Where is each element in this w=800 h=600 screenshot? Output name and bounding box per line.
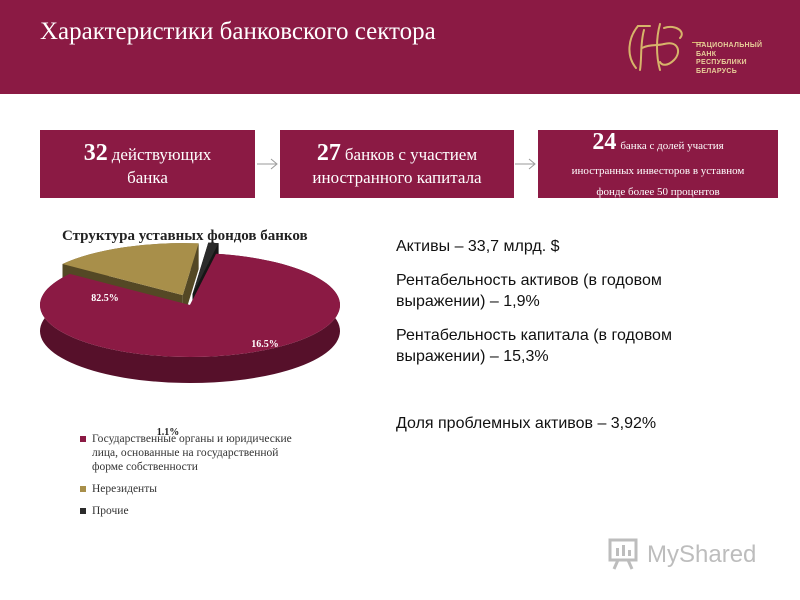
stat-roe: Рентабельность капитала (в годовом выраж… (396, 325, 776, 367)
box-text: иностранных инвесторов в уставном (571, 164, 745, 177)
chart-legend: Государственные органы и юридические лиц… (80, 432, 330, 526)
box-text: банков с участием (344, 145, 478, 165)
active-banks-box: 32 действующих банка (40, 130, 255, 198)
stat-text: Доля проблемных активов – 3,92% (396, 415, 657, 432)
header-bar: Характеристики банковского сектора НАЦИО… (0, 0, 800, 94)
legend-label: Государственные органы и юридические (92, 433, 292, 445)
legend-label: форме собственности (92, 461, 198, 473)
arrow-right-icon (257, 158, 278, 170)
legend-label: лица, основанные на государственной (92, 447, 279, 459)
bank-name-line: РЕСПУБЛИКИ (696, 59, 747, 66)
stat-text: Рентабельность капитала (в годовом (396, 327, 672, 344)
legend-swatch (80, 508, 86, 514)
foreign-majority-banks-box: 24 банка с долей участия иностранных инв… (538, 129, 778, 199)
pie-slice (62, 243, 199, 296)
watermark-text: MyShared (647, 541, 757, 568)
pie-slice-side (40, 253, 341, 383)
legend-item: Прочие (80, 504, 330, 518)
box-text: фонде более 50 процентов (596, 186, 720, 199)
bank-name-text: НАЦИОНАЛЬНЫЙ БАНК РЕСПУБЛИКИ БЕЛАРУСЬ (696, 42, 762, 76)
logo-divider (692, 42, 704, 43)
legend-label: Прочие (92, 505, 129, 517)
pie-value-label: 1.1% (157, 427, 180, 438)
box-number: 24 (592, 129, 617, 156)
foreign-capital-banks-box: 27 банков с участием иностранного капита… (280, 130, 514, 198)
pie-slice-wall (182, 243, 199, 322)
stat-text: выражении) – 1,9% (396, 293, 540, 310)
stat-text: выражении) – 15,3% (396, 348, 549, 365)
stat-roa: Рентабельность активов (в годовом выраже… (396, 270, 776, 312)
legend-label: Нерезиденты (92, 483, 157, 495)
pie-value-label: 16.5% (251, 339, 279, 350)
pie-value-label: 82.5% (91, 293, 119, 304)
legend-item: Государственные органы и юридические лиц… (80, 432, 330, 474)
legend-item: Нерезиденты (80, 482, 330, 496)
stat-text: Рентабельность активов (в годовом (396, 272, 662, 289)
box-text: иностранного капитала (312, 168, 482, 188)
myshared-logo-icon (608, 538, 638, 570)
box-number: 27 (316, 140, 341, 167)
chart-title: Структура уставных фондов банков (62, 228, 308, 244)
bank-name-line: БАНК (696, 50, 717, 58)
arrow-right-icon (515, 158, 536, 170)
box-text: действующих (111, 145, 212, 165)
box-number: 32 (83, 140, 108, 167)
legend-swatch (80, 436, 86, 442)
box-text: банка (127, 168, 168, 188)
pie-slice (40, 253, 340, 357)
legend-swatch (80, 486, 86, 492)
stat-text: Активы – 33,7 млрд. $ (396, 238, 560, 255)
bank-name-line: БЕЛАРУСЬ (696, 67, 738, 75)
page-title: Характеристики банковского сектора (40, 18, 436, 45)
pie-slice (192, 242, 219, 295)
stat-problem-assets: Доля проблемных активов – 3,92% (396, 413, 776, 434)
bank-name-line: НАЦИОНАЛЬНЫЙ (696, 42, 763, 49)
box-text: банка с долей участия (620, 140, 724, 153)
pie-chart: 82.5% 16.5% 1.1% (40, 242, 341, 438)
stat-assets: Активы – 33,7 млрд. $ (396, 236, 776, 257)
bank-statistics: Активы – 33,7 млрд. $ Рентабельность акт… (396, 236, 776, 447)
bank-logo-icon (628, 23, 683, 71)
